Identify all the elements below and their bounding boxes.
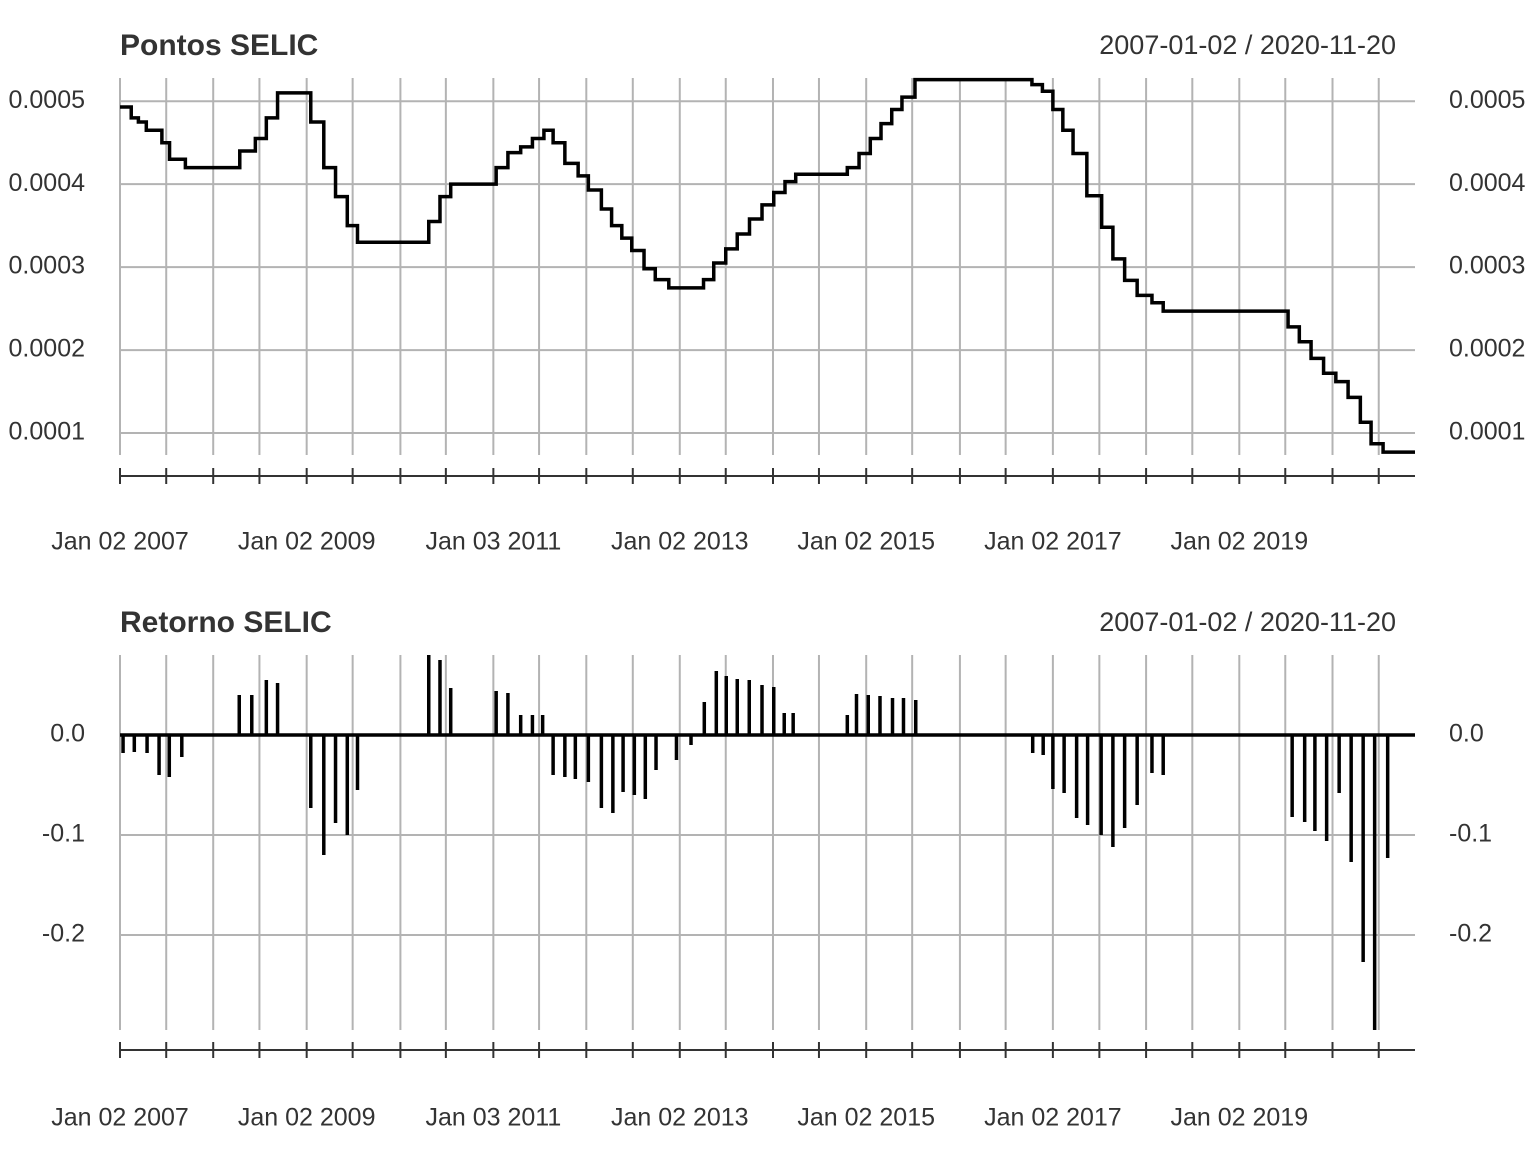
chart-title: Pontos SELIC	[120, 29, 318, 62]
y-tick-label: -0.2	[42, 920, 85, 948]
x-tick-label: Jan 02 2019	[1170, 1104, 1308, 1132]
y-tick-label: 0.0	[50, 720, 85, 748]
y-tick-label: 0.0005	[9, 86, 85, 114]
x-tick-label: Jan 02 2013	[611, 528, 749, 556]
x-tick-label: Jan 03 2011	[425, 528, 561, 556]
x-tick-label: Jan 03 2011	[425, 1104, 561, 1132]
y-tick-label-right: 0.0004	[1449, 169, 1526, 197]
y-tick-label-right: 0.0001	[1449, 418, 1525, 446]
x-tick-label: Jan 02 2009	[238, 528, 376, 556]
x-tick-label: Jan 02 2015	[797, 1104, 935, 1132]
y-tick-label-right: 0.0005	[1449, 86, 1525, 114]
y-tick-label-right: -0.1	[1449, 820, 1492, 848]
y-tick-label-right: 0.0	[1449, 720, 1484, 748]
x-tick-label: Jan 02 2013	[611, 1104, 749, 1132]
y-tick-label-right: 0.0003	[1449, 252, 1525, 280]
y-tick-label: -0.1	[42, 820, 85, 848]
y-tick-label: 0.0003	[9, 252, 85, 280]
y-tick-label-right: 0.0002	[1449, 335, 1525, 363]
date-range: 2007-01-02 / 2020-11-20	[1099, 607, 1396, 637]
x-tick-label: Jan 02 2009	[238, 1104, 376, 1132]
x-tick-label: Jan 02 2015	[797, 528, 935, 556]
x-tick-label: Jan 02 2007	[51, 1104, 189, 1132]
y-tick-label-right: -0.2	[1449, 920, 1492, 948]
y-tick-label: 0.0004	[9, 169, 86, 197]
series-line	[120, 77, 1415, 454]
y-tick-label: 0.0002	[9, 335, 85, 363]
y-tick-label: 0.0001	[9, 418, 85, 446]
x-tick-label: Jan 02 2007	[51, 528, 189, 556]
x-tick-label: Jan 02 2017	[984, 1104, 1122, 1132]
date-range: 2007-01-02 / 2020-11-20	[1099, 30, 1396, 60]
x-tick-label: Jan 02 2019	[1170, 528, 1308, 556]
chart-title: Retorno SELIC	[120, 606, 332, 639]
x-tick-label: Jan 02 2017	[984, 528, 1122, 556]
